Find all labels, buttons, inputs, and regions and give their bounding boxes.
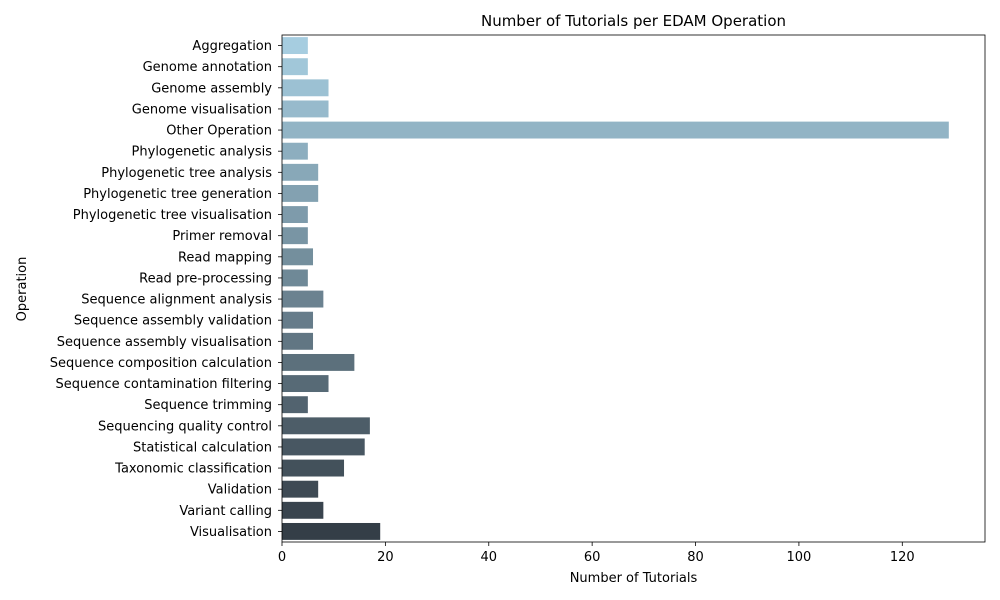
- x-tick-label: 20: [377, 550, 394, 565]
- bar: [282, 522, 381, 540]
- bar: [282, 269, 308, 287]
- bar: [282, 438, 365, 456]
- bar: [282, 58, 308, 76]
- plot-frame: [281, 34, 986, 543]
- y-ticks: Aggregation Genome annotation Genome assem…: [50, 39, 282, 540]
- x-ticks: 0 20 40 60 80 100 120: [278, 542, 915, 565]
- y-tick-label: Validation: [208, 483, 272, 498]
- y-tick-label: Sequence alignment analysis: [81, 293, 272, 308]
- bar: [282, 311, 314, 329]
- bar: [282, 396, 308, 414]
- x-tick-label: 80: [687, 550, 704, 565]
- y-tick-label: Read pre-processing: [139, 271, 272, 286]
- bar: [282, 417, 370, 435]
- y-tick-label: Variant calling: [179, 504, 272, 519]
- y-tick-label: Sequencing quality control: [98, 419, 272, 434]
- x-tick-label: 60: [584, 550, 601, 565]
- y-tick-label: Phylogenetic tree analysis: [101, 166, 272, 181]
- bar: [282, 501, 324, 519]
- bar: [282, 142, 308, 160]
- y-tick-label: Statistical calculation: [133, 440, 272, 455]
- bar: [282, 290, 324, 308]
- y-tick-label: Sequence composition calculation: [50, 356, 272, 371]
- bar: [282, 184, 319, 202]
- y-tick-label: Sequence assembly visualisation: [57, 335, 272, 350]
- y-tick-label: Read mapping: [178, 250, 272, 265]
- y-tick-label: Sequence trimming: [144, 398, 272, 413]
- bar: [282, 248, 314, 266]
- y-tick-label: Aggregation: [192, 39, 272, 54]
- x-tick-label: 100: [786, 550, 811, 565]
- bar: [282, 121, 949, 139]
- y-tick-label: Other Operation: [166, 124, 272, 139]
- bar: [282, 480, 319, 498]
- bar: [282, 375, 329, 393]
- bar: [282, 206, 308, 224]
- bar: [282, 100, 329, 118]
- bar: [282, 227, 308, 245]
- bar: [282, 163, 319, 181]
- y-axis-label: Operation: [15, 257, 30, 322]
- y-tick-label: Sequence assembly validation: [74, 314, 272, 329]
- y-tick-label: Taxonomic classification: [114, 462, 272, 477]
- y-tick-label: Primer removal: [172, 229, 272, 244]
- y-tick-label: Genome annotation: [143, 60, 272, 75]
- y-tick-label: Phylogenetic tree visualisation: [73, 208, 272, 223]
- y-tick-label: Sequence contamination filtering: [55, 377, 272, 392]
- y-tick-label: Phylogenetic tree generation: [83, 187, 272, 202]
- y-tick-label: Phylogenetic analysis: [132, 145, 273, 160]
- bar: [282, 332, 314, 350]
- y-tick-label: Genome visualisation: [132, 102, 272, 117]
- bars-layer: [282, 37, 949, 540]
- x-tick-label: 120: [890, 550, 915, 565]
- chart-title: Number of Tutorials per EDAM Operation: [481, 12, 786, 30]
- bar: [282, 353, 355, 371]
- x-tick-label: 0: [278, 550, 286, 565]
- bar: [282, 79, 329, 97]
- bar: [282, 37, 308, 55]
- x-axis-label: Number of Tutorials: [570, 571, 698, 586]
- bar: [282, 459, 345, 477]
- x-tick-label: 40: [480, 550, 497, 565]
- y-tick-label: Visualisation: [190, 525, 272, 540]
- y-tick-label: Genome assembly: [151, 81, 272, 96]
